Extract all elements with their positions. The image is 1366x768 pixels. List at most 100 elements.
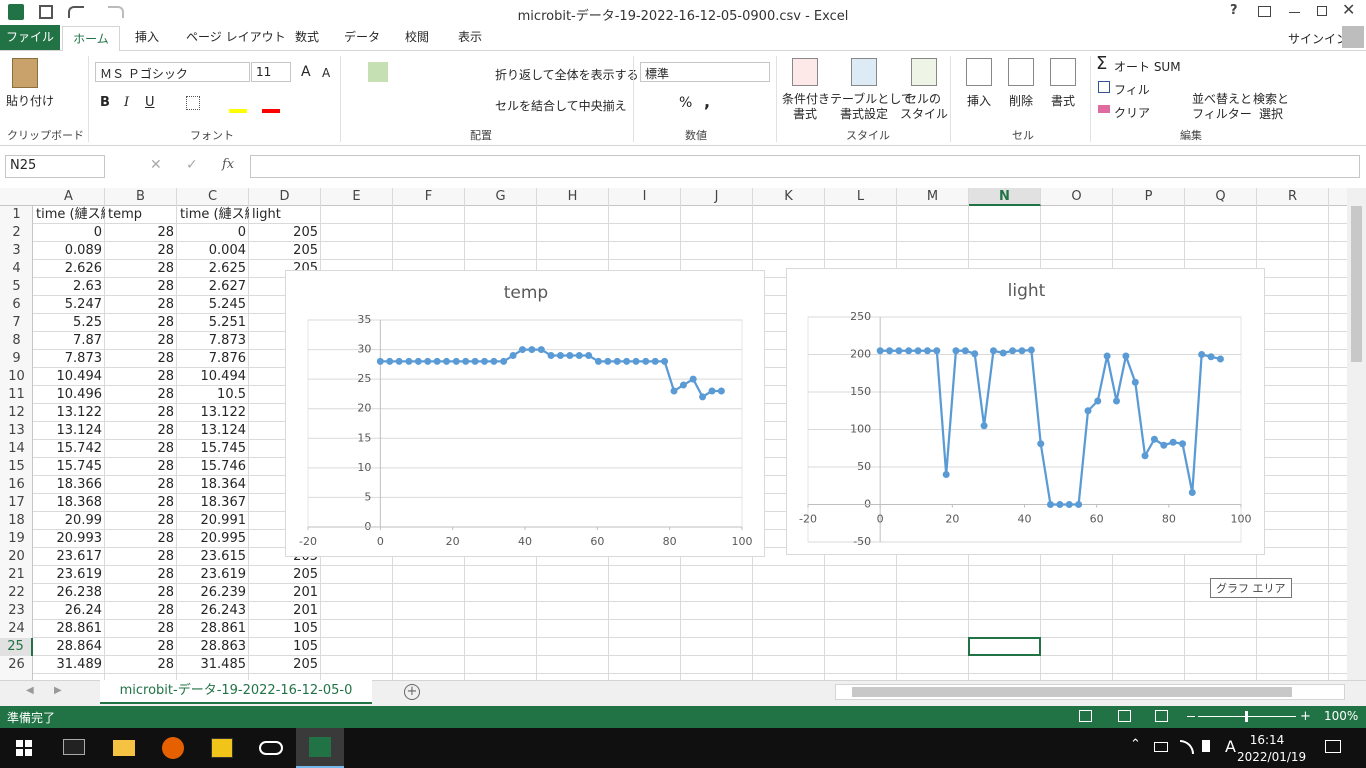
cell[interactable]: 13.122 bbox=[200, 405, 247, 420]
cell[interactable]: 10.496 bbox=[56, 387, 103, 402]
sigma-icon[interactable]: Σ bbox=[1096, 53, 1108, 74]
redo-icon[interactable] bbox=[108, 6, 124, 18]
row-header[interactable]: 5 bbox=[12, 279, 21, 294]
sign-in[interactable]: サインイン bbox=[1288, 32, 1349, 46]
ribbon-display-button[interactable] bbox=[1258, 6, 1271, 17]
cell[interactable]: 18.364 bbox=[200, 477, 247, 492]
cell[interactable]: 28 bbox=[157, 261, 174, 276]
paste-icon[interactable] bbox=[12, 58, 38, 88]
enter-icon[interactable]: ✓ bbox=[186, 157, 198, 173]
row-header[interactable]: 9 bbox=[12, 351, 21, 366]
column-header[interactable]: M bbox=[897, 188, 969, 206]
ribbon-tab[interactable]: ページ レイアウト bbox=[186, 30, 286, 44]
column-header[interactable]: K bbox=[753, 188, 825, 206]
cell[interactable]: 10.494 bbox=[200, 369, 247, 384]
notification-button[interactable] bbox=[1325, 740, 1341, 753]
cell[interactable]: 31.485 bbox=[200, 657, 247, 672]
merge-center-button[interactable]: セルを結合して中央揃え bbox=[495, 99, 627, 113]
vertical-scrollbar[interactable] bbox=[1347, 188, 1366, 680]
cell[interactable]: 28 bbox=[157, 405, 174, 420]
cell-style-icon[interactable] bbox=[911, 58, 937, 86]
cell[interactable]: 28 bbox=[157, 477, 174, 492]
cell[interactable]: 28 bbox=[157, 639, 174, 654]
cell[interactable]: 23.619 bbox=[56, 567, 103, 582]
cell[interactable]: 5.25 bbox=[73, 315, 102, 330]
border-button[interactable] bbox=[186, 96, 200, 110]
cell[interactable]: 20.99 bbox=[64, 513, 102, 528]
cell[interactable]: 201 bbox=[293, 603, 318, 618]
row-header[interactable]: 10 bbox=[8, 369, 25, 384]
row-header[interactable]: 2 bbox=[12, 225, 21, 240]
cell[interactable]: time (縺ス縺 bbox=[36, 207, 105, 222]
cell[interactable]: 7.873 bbox=[64, 351, 102, 366]
tray-chevron[interactable]: ⌃ bbox=[1130, 737, 1141, 752]
ribbon-tab[interactable]: 表示 bbox=[457, 30, 482, 44]
delete-cells-button[interactable]: 削除 bbox=[1009, 94, 1034, 108]
cell[interactable]: 31.489 bbox=[56, 657, 103, 672]
zoom-level[interactable]: 100% bbox=[1324, 709, 1359, 723]
row-header[interactable]: 14 bbox=[8, 441, 25, 456]
row-header[interactable]: 20 bbox=[8, 549, 25, 564]
minimize-button[interactable] bbox=[1289, 12, 1300, 13]
cell[interactable]: 20.993 bbox=[56, 531, 103, 546]
page-layout-view[interactable] bbox=[1118, 710, 1131, 722]
ribbon-tab[interactable]: データ bbox=[343, 30, 380, 44]
cell[interactable]: 23.619 bbox=[200, 567, 247, 582]
cell-style-button[interactable]: セルの スタイル bbox=[900, 92, 948, 122]
italic-button[interactable]: I bbox=[124, 95, 130, 110]
add-sheet[interactable]: + bbox=[404, 684, 420, 700]
start-button[interactable] bbox=[16, 740, 32, 756]
clear-button[interactable]: クリア bbox=[1114, 106, 1151, 120]
cell[interactable]: 28 bbox=[157, 621, 174, 636]
cell[interactable]: 28 bbox=[157, 657, 174, 672]
account-avatar[interactable] bbox=[1342, 26, 1364, 48]
row-header[interactable]: 16 bbox=[8, 477, 25, 492]
cell[interactable]: 205 bbox=[293, 243, 318, 258]
close-button[interactable]: ✕ bbox=[1342, 0, 1356, 19]
fill-button[interactable]: フィル bbox=[1114, 83, 1150, 97]
insert-function-button[interactable]: fx bbox=[222, 157, 235, 172]
cell[interactable]: 5.245 bbox=[208, 297, 246, 312]
cell[interactable]: 15.746 bbox=[200, 459, 247, 474]
row-header[interactable]: 24 bbox=[8, 621, 25, 636]
format-table-button[interactable]: テーブルとして 書式設定 bbox=[830, 92, 913, 122]
firefox-app[interactable] bbox=[162, 737, 184, 759]
column-header[interactable]: L bbox=[825, 188, 897, 206]
row-header[interactable]: 26 bbox=[8, 657, 25, 672]
row-header[interactable]: 17 bbox=[8, 495, 25, 510]
cell[interactable]: 28 bbox=[157, 585, 174, 600]
cell[interactable]: 28 bbox=[157, 315, 174, 330]
cell[interactable]: 15.742 bbox=[56, 441, 103, 456]
clock-time[interactable]: 16:14 bbox=[1249, 733, 1285, 747]
sheet-tab[interactable]: microbit-データ-19-2022-16-12-05-0 bbox=[100, 680, 372, 704]
number-format-box[interactable]: 標準 bbox=[640, 62, 770, 82]
delete-cells-icon[interactable] bbox=[1008, 58, 1034, 86]
zoom-in[interactable]: + bbox=[1300, 709, 1311, 724]
row-header[interactable]: 18 bbox=[8, 513, 25, 528]
row-header[interactable]: 15 bbox=[8, 459, 25, 474]
column-header[interactable]: N bbox=[969, 188, 1041, 206]
column-header[interactable]: D bbox=[249, 188, 321, 206]
ribbon-tab[interactable]: ファイル bbox=[0, 25, 60, 50]
cell[interactable]: 28 bbox=[157, 351, 174, 366]
fill-color-button[interactable] bbox=[229, 109, 247, 113]
name-box[interactable]: N25 bbox=[5, 155, 105, 178]
cell[interactable]: 0.089 bbox=[64, 243, 102, 258]
middle-align-button[interactable] bbox=[368, 62, 388, 82]
cell[interactable]: 28.864 bbox=[56, 639, 103, 654]
column-header[interactable]: I bbox=[609, 188, 681, 206]
cell[interactable]: 28 bbox=[157, 279, 174, 294]
battery-icon[interactable] bbox=[1154, 742, 1168, 752]
volume-icon[interactable] bbox=[1202, 740, 1210, 752]
column-header[interactable]: R bbox=[1257, 188, 1329, 206]
cell[interactable]: 13.124 bbox=[200, 423, 247, 438]
cell[interactable]: 28 bbox=[157, 297, 174, 312]
row-header[interactable]: 23 bbox=[8, 603, 25, 618]
cell[interactable]: 23.615 bbox=[200, 549, 247, 564]
help-button[interactable]: ? bbox=[1230, 3, 1238, 18]
cell[interactable]: 28 bbox=[157, 531, 174, 546]
row-header[interactable]: 7 bbox=[12, 315, 21, 330]
column-header[interactable]: Q bbox=[1185, 188, 1257, 206]
column-header[interactable]: O bbox=[1041, 188, 1113, 206]
